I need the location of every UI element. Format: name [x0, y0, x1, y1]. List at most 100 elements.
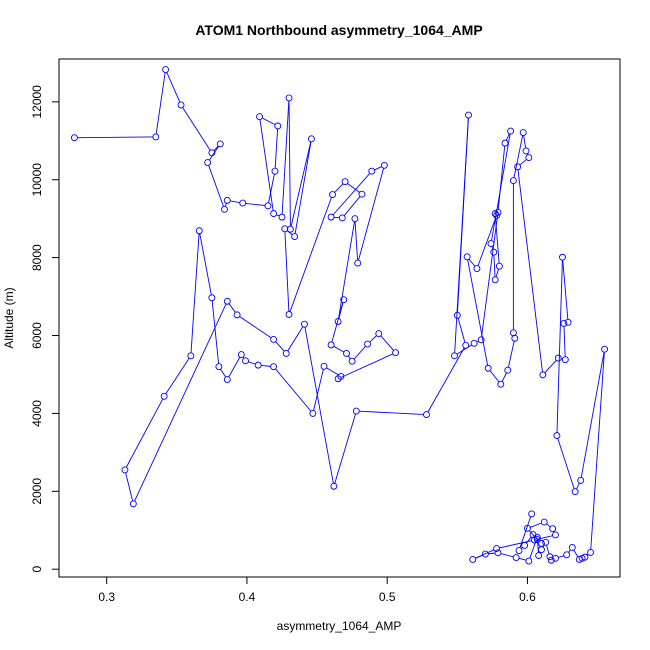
data-point: [423, 411, 430, 419]
data-point: [549, 525, 557, 533]
series-segment: [563, 326, 566, 357]
data-point: [484, 364, 492, 372]
data-point: [221, 205, 228, 213]
series-segment: [334, 183, 344, 193]
series-segment: [274, 128, 279, 169]
data-point: [223, 196, 231, 204]
data-point: [473, 265, 481, 272]
series-segment: [568, 549, 571, 553]
data-point: [327, 213, 335, 221]
data-point: [215, 363, 223, 371]
y-tick-label: 4000: [30, 400, 44, 427]
data-point: [469, 556, 477, 563]
series-segment: [190, 233, 200, 353]
data-point: [341, 178, 349, 186]
series-segment: [347, 183, 360, 193]
data-point: [242, 357, 249, 365]
data-point: [177, 101, 185, 109]
series-segment: [276, 214, 280, 217]
data-point: [491, 276, 499, 284]
data-point: [343, 349, 350, 357]
series-segment: [290, 141, 312, 227]
data-point: [493, 545, 501, 553]
y-tick-label: 6000: [30, 322, 44, 349]
series-segment: [77, 136, 153, 139]
series-segment: [491, 246, 494, 250]
data-point: [352, 407, 360, 415]
series-segment: [304, 327, 334, 484]
x-tick-label: 0.3: [98, 590, 115, 604]
series-segment: [125, 398, 164, 468]
series-segment: [208, 165, 224, 207]
data-point: [477, 336, 485, 344]
data-point: [291, 233, 299, 241]
series-segment: [457, 318, 466, 343]
series-segment: [499, 540, 532, 549]
series-segment: [358, 168, 385, 261]
series-segment: [456, 344, 472, 355]
data-point: [504, 366, 512, 374]
series-segment: [580, 352, 605, 478]
series-segment: [262, 117, 276, 126]
data-point: [470, 339, 478, 347]
series-segment: [343, 196, 361, 216]
data-point: [554, 354, 562, 362]
x-axis-label: asymmetry_1064_AMP: [277, 619, 402, 633]
series-segment: [220, 368, 227, 378]
data-point: [540, 518, 548, 526]
data-point: [254, 361, 262, 369]
data-point: [481, 550, 489, 558]
data-point: [587, 549, 594, 556]
series-segment: [500, 553, 514, 558]
data-point: [271, 167, 279, 175]
series-segment: [155, 72, 166, 134]
data-point: [493, 212, 501, 220]
data-point: [300, 320, 308, 328]
data-point: [559, 253, 566, 261]
data-point: [533, 536, 541, 544]
data-point: [309, 409, 317, 417]
data-point: [286, 225, 294, 233]
data-point: [351, 215, 359, 223]
series-segment: [224, 203, 227, 207]
series-segment: [228, 357, 241, 378]
series-segment: [519, 159, 527, 166]
data-point: [491, 210, 499, 218]
data-point: [70, 134, 78, 142]
data-point: [270, 363, 278, 371]
data-point: [519, 129, 527, 137]
data-point: [497, 380, 505, 388]
data-point: [337, 372, 345, 380]
series-segment: [544, 360, 557, 373]
data-point: [525, 557, 533, 565]
data-point: [494, 549, 502, 557]
data-point: [552, 531, 559, 539]
series-segment: [275, 368, 312, 412]
data-point: [568, 543, 576, 551]
data-point: [239, 199, 247, 207]
data-point: [256, 113, 264, 121]
data-point: [501, 139, 509, 147]
data-point: [463, 253, 471, 261]
data-point: [278, 213, 286, 221]
series-segment: [239, 316, 272, 339]
series-segment: [359, 410, 424, 415]
data-point: [216, 140, 224, 148]
x-axis: 0.3 0.4 0.5 0.6: [98, 577, 536, 604]
data-point: [522, 147, 530, 155]
x-tick-label: 0.6: [519, 590, 536, 604]
data-point: [129, 500, 137, 508]
data-point: [208, 149, 216, 157]
series-segment: [313, 369, 324, 411]
y-tick-label: 12000: [30, 85, 44, 119]
data-point: [465, 111, 472, 119]
series-segment: [287, 326, 304, 352]
series-segment: [281, 100, 290, 215]
chart-title: ATOM1 Northbound asymmetry_1064_AMP: [195, 22, 482, 38]
data-point: [392, 349, 400, 357]
series-segment: [353, 346, 366, 360]
data-point: [340, 296, 348, 304]
series-segment: [517, 169, 543, 372]
series-segment: [518, 557, 527, 561]
